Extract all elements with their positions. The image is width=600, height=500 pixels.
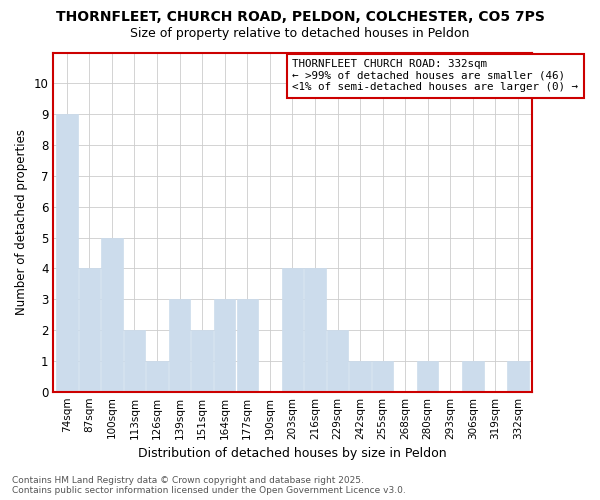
Bar [124,330,145,392]
Bar [101,238,122,392]
Text: Size of property relative to detached houses in Peldon: Size of property relative to detached ho… [130,28,470,40]
Text: THORNFLEET CHURCH ROAD: 332sqm
← >99% of detached houses are smaller (46)
<1% of: THORNFLEET CHURCH ROAD: 332sqm ← >99% of… [292,60,578,92]
X-axis label: Distribution of detached houses by size in Peldon: Distribution of detached houses by size … [138,447,447,460]
Bar [191,330,213,392]
Bar [462,361,484,392]
Bar [236,299,258,392]
Bar [281,268,303,392]
Bar [372,361,394,392]
Bar [349,361,371,392]
Text: THORNFLEET, CHURCH ROAD, PELDON, COLCHESTER, CO5 7PS: THORNFLEET, CHURCH ROAD, PELDON, COLCHES… [56,10,544,24]
Text: Contains HM Land Registry data © Crown copyright and database right 2025.
Contai: Contains HM Land Registry data © Crown c… [12,476,406,495]
Bar [304,268,326,392]
Bar [417,361,439,392]
Bar [214,299,235,392]
Y-axis label: Number of detached properties: Number of detached properties [15,129,28,315]
Bar [146,361,168,392]
Bar [169,299,190,392]
Bar [327,330,348,392]
Bar [56,114,77,392]
Bar [79,268,100,392]
Bar [507,361,529,392]
